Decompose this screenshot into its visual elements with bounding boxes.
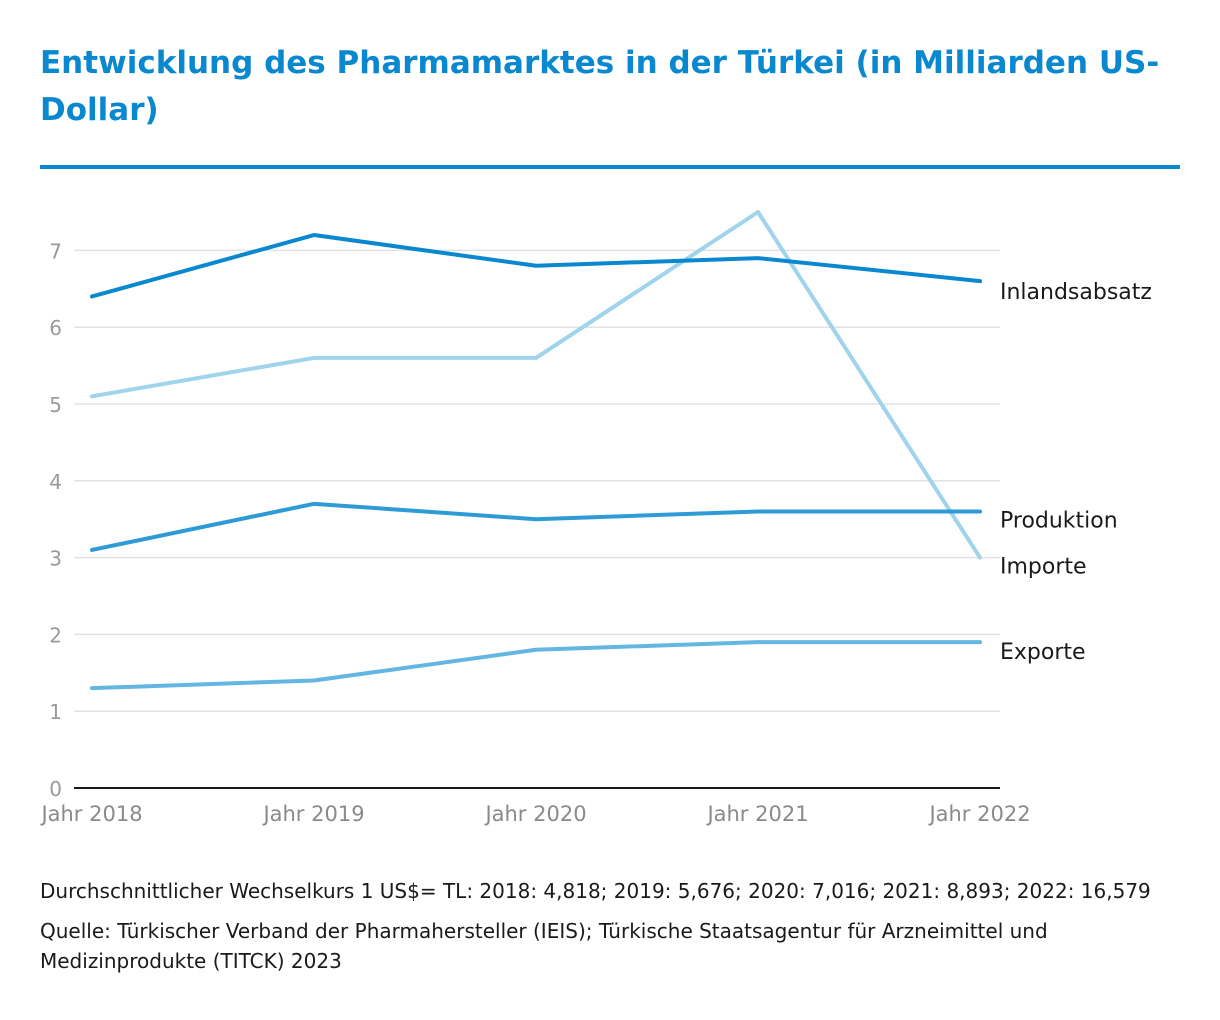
chart-title: Entwicklung des Pharmamarktes in der Tür… — [40, 45, 1160, 128]
gridlines — [74, 249, 1000, 789]
series-line-importe — [90, 210, 982, 560]
series-line-inlandsabsatz — [90, 233, 982, 299]
series-label-inlandsabsatz: Inlandsabsatz — [1000, 280, 1152, 305]
chart-notes: Durchschnittlicher Wechselkurs 1 US$= TL… — [40, 876, 1180, 986]
y-tick-label: 7 — [49, 239, 62, 263]
x-tick-label: Jahr 2020 — [483, 802, 586, 826]
series-label-exporte: Exporte — [1000, 640, 1086, 665]
y-axis-ticks: 0 1 2 3 4 5 6 7 — [49, 239, 62, 801]
series-labels: Inlandsabsatz Importe Produktion Exporte — [1000, 280, 1152, 665]
x-tick-label: Jahr 2021 — [705, 802, 808, 826]
y-tick-label: 1 — [49, 700, 62, 724]
series-lines — [90, 210, 982, 691]
y-tick-label: 3 — [49, 547, 62, 571]
series-label-importe: Importe — [1000, 555, 1087, 580]
source-note: Quelle: Türkischer Verband der Pharmaher… — [40, 919, 1048, 973]
series-line-produktion — [90, 501, 982, 552]
x-axis-ticks: Jahr 2018 Jahr 2019 Jahr 2020 Jahr 2021 Jahr… — [39, 802, 1030, 826]
series-label-produktion: Produktion — [1000, 509, 1118, 534]
x-tick-label: Jahr 2022 — [927, 802, 1030, 826]
x-tick-label: Jahr 2019 — [261, 802, 364, 826]
y-tick-label: 5 — [49, 393, 62, 417]
series-line-exporte — [90, 640, 982, 691]
y-tick-label: 6 — [49, 316, 62, 340]
y-tick-label: 0 — [49, 777, 62, 801]
y-tick-label: 2 — [49, 623, 62, 647]
x-tick-label: Jahr 2018 — [39, 802, 142, 826]
exchange-rate-note: Durchschnittlicher Wechselkurs 1 US$= TL… — [40, 879, 1151, 903]
title-rule — [40, 165, 1180, 169]
y-tick-label: 4 — [49, 470, 62, 494]
